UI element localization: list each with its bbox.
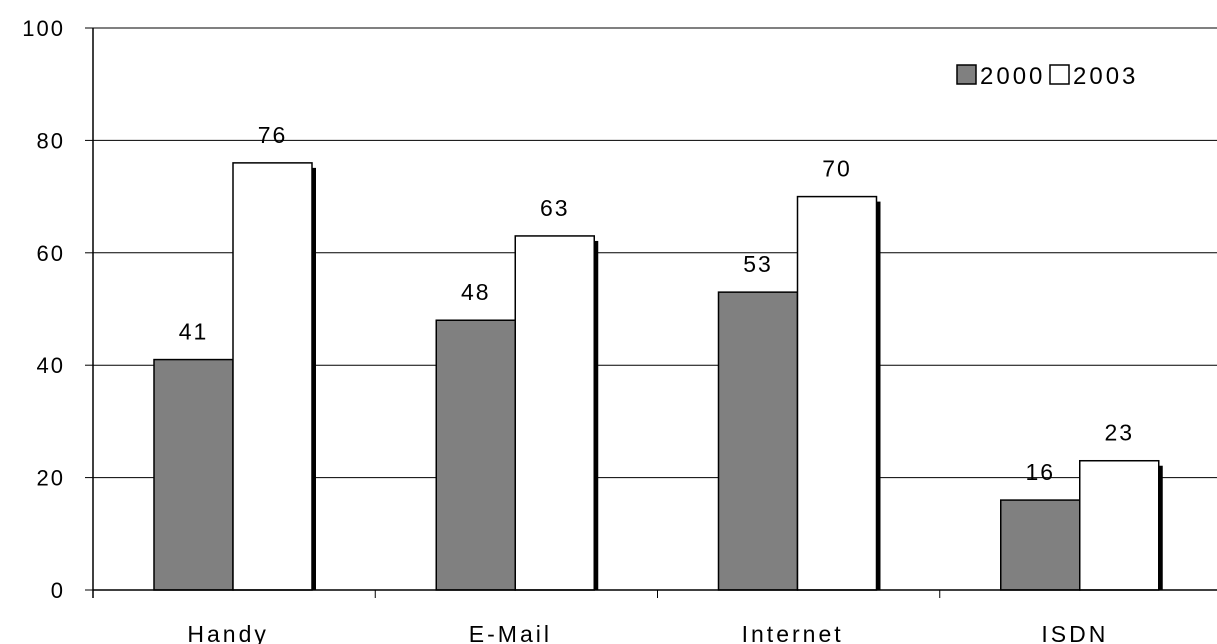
bar-shadow: [593, 240, 599, 590]
x-category-label: Internet: [742, 621, 844, 644]
bars: [153, 162, 1163, 591]
bar-shadow: [311, 167, 316, 590]
bar-2003-isdn: [1079, 459, 1160, 591]
bar-2003-e-mail: [514, 235, 595, 591]
data-labels: 41 76 48 63 53 70 16 23: [179, 122, 1134, 485]
data-label: 41: [179, 319, 209, 345]
bar-2000-e-mail: [435, 319, 516, 591]
y-tick-label: 0: [51, 578, 65, 603]
bar-2003-handy: [232, 162, 313, 591]
legend-swatch-2003: [1049, 64, 1070, 85]
y-tick-label: 20: [37, 466, 65, 491]
data-label: 63: [540, 195, 570, 221]
axes: 0 20 40 60 80 100 Handy E-Mail Internet ISDN: [22, 16, 1217, 644]
legend-label-2003: 2003: [1073, 63, 1138, 90]
bar-shadow: [1157, 465, 1163, 590]
legend-swatch-2000: [956, 64, 977, 85]
data-label: 76: [258, 122, 288, 148]
bar-2000-internet: [717, 291, 799, 591]
x-category-label: ISDN: [1041, 621, 1108, 644]
data-label: 70: [822, 156, 852, 182]
bar-shadow: [875, 201, 881, 590]
bar-2000-handy: [153, 358, 234, 591]
bar-2000-isdn: [1000, 499, 1081, 591]
data-label: 23: [1104, 420, 1134, 446]
y-tick-label: 60: [37, 241, 65, 266]
data-label: 48: [461, 279, 491, 305]
x-category-label: Handy: [187, 621, 268, 644]
legend-label-2000: 2000: [980, 63, 1045, 90]
y-tick-label: 80: [37, 128, 65, 153]
y-tick-label: 40: [37, 353, 65, 378]
bar-2003-internet: [796, 195, 878, 591]
y-tick-label: 100: [22, 16, 65, 41]
data-label: 53: [743, 251, 773, 277]
x-category-label: E-Mail: [469, 621, 552, 644]
legend: 2000 2003: [956, 63, 1138, 90]
data-label: 16: [1025, 459, 1055, 485]
